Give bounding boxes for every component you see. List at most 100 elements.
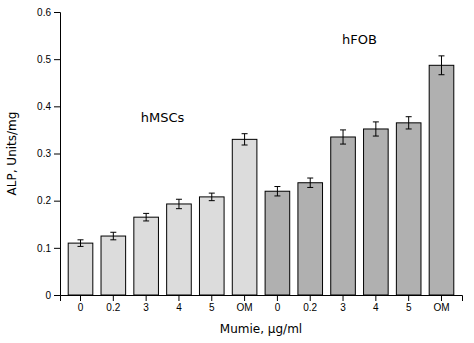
error-bar-stem (211, 193, 212, 201)
x-tick-label: 3 (340, 302, 346, 313)
y-axis: 0 0.1 0.2 0.3 0.4 0.5 0.6 (37, 7, 60, 301)
bar (68, 243, 93, 295)
y-axis-title: ALP, Units/mg (5, 112, 19, 196)
error-bar-cap (438, 55, 444, 56)
error-bar-cap (242, 145, 248, 146)
error-bar-stem (310, 178, 311, 187)
error-bar (209, 193, 215, 201)
error-bar-stem (408, 117, 409, 129)
bar (331, 137, 356, 295)
x-tick: 0.2 (303, 295, 317, 313)
plot: 00.10.20.30.40.50.600.2345OM00.2345OMhMS… (37, 7, 462, 313)
error-bar (110, 232, 116, 240)
error-bar-stem (343, 130, 344, 144)
x-tick: 5 (209, 295, 215, 313)
error-bar-cap (373, 121, 379, 122)
y-tick-label: 0.1 (37, 243, 51, 254)
error-bar-cap (438, 74, 444, 75)
x-tick-label: 0 (78, 302, 84, 313)
y-tick: 0.2 (37, 195, 60, 206)
error-bar (176, 199, 182, 208)
x-tick-label: 3 (143, 302, 149, 313)
bar (364, 129, 389, 295)
x-tick-line (343, 295, 344, 301)
y-tick-label: 0.5 (37, 54, 51, 65)
error-bar-cap (110, 239, 116, 240)
x-tick-line (277, 295, 278, 301)
y-tick-label: 0.2 (37, 195, 51, 206)
x-axis-line (61, 296, 463, 302)
error-bar-cap (373, 136, 379, 137)
x-tick-label: 5 (209, 302, 215, 313)
x-tick-label: OM (237, 302, 253, 313)
y-tick-line (54, 201, 60, 202)
x-tick-line (80, 295, 81, 301)
error-bar-cap (176, 208, 182, 209)
y-tick-line (54, 106, 60, 107)
chart: 00.10.20.30.40.50.600.2345OM00.2345OMhMS… (0, 0, 474, 343)
error-bar-stem (178, 199, 179, 208)
x-tick: 0 (78, 295, 84, 313)
y-tick: 0.4 (37, 101, 60, 112)
x-axis: 00.2345OM00.2345OM (61, 295, 463, 313)
error-bar (340, 130, 346, 144)
error-bar (274, 187, 280, 196)
x-tick-line (146, 295, 147, 301)
error-bar (406, 117, 412, 129)
error-bar (78, 240, 84, 247)
error-bar (242, 134, 248, 145)
x-tick: OM (237, 295, 253, 313)
error-bar (373, 122, 379, 136)
error-bar-cap (340, 129, 346, 130)
y-axis-line (54, 13, 61, 296)
x-tick-label: 0.2 (106, 302, 120, 313)
error-bar-cap (406, 128, 412, 129)
x-tick-label: OM (433, 302, 449, 313)
x-tick-line (178, 295, 179, 301)
x-tick: 5 (406, 295, 412, 313)
marks (68, 56, 454, 295)
error-bar-cap (209, 193, 215, 194)
error-bar-cap (143, 213, 149, 214)
bar (101, 236, 126, 295)
y-tick-label: 0 (45, 290, 51, 301)
x-tick-line (211, 295, 212, 301)
x-tick: 3 (143, 295, 149, 313)
x-tick-line (244, 295, 245, 301)
x-tick-line (375, 295, 376, 301)
error-bar-cap (406, 116, 412, 117)
x-tick-line (408, 295, 409, 301)
x-tick: 4 (176, 295, 182, 313)
error-bar-cap (110, 232, 116, 233)
bar (265, 191, 290, 295)
error-bar-stem (146, 213, 147, 221)
annotation: hFOB (342, 32, 377, 47)
error-bar (438, 56, 444, 75)
annotation: hMSCs (141, 110, 185, 125)
bar (167, 204, 192, 295)
y-tick-label: 0.6 (37, 7, 51, 18)
error-bar-cap (78, 239, 84, 240)
y-tick-line (54, 12, 60, 13)
x-axis-title: Mumie, μg/ml (220, 322, 302, 336)
error-bar-cap (340, 144, 346, 145)
error-bar-cap (307, 178, 313, 179)
error-bar-cap (274, 186, 280, 187)
error-bar-stem (277, 187, 278, 196)
error-bar-stem (80, 240, 81, 247)
error-bar-stem (441, 56, 442, 75)
y-tick-line (54, 295, 60, 296)
y-tick-line (54, 248, 60, 249)
x-tick-line (441, 295, 442, 301)
x-tick-label: 0.2 (303, 302, 317, 313)
y-tick: 0.3 (37, 148, 60, 159)
y-tick-label: 0.3 (37, 148, 51, 159)
error-bar-cap (242, 133, 248, 134)
error-bar-stem (375, 122, 376, 136)
bar (298, 183, 323, 295)
x-tick-label: 4 (176, 302, 182, 313)
bar (232, 139, 257, 295)
x-tick-line (310, 295, 311, 301)
error-bar-cap (209, 200, 215, 201)
bar (429, 65, 454, 295)
